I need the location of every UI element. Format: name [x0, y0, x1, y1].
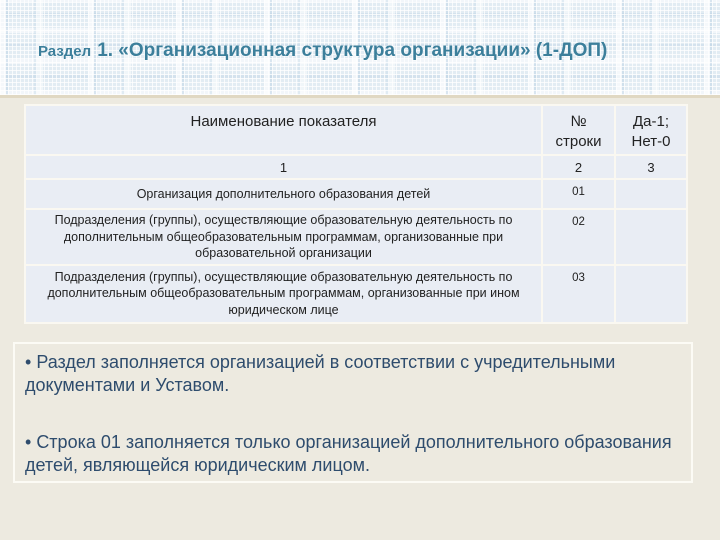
value-cell	[614, 208, 688, 266]
col-header-line-number: № строки	[541, 104, 616, 156]
note-text: Строка 01 заполняется только организацие…	[25, 431, 672, 476]
col-header-indicator-name: Наименование показателя	[24, 104, 543, 156]
table-row: Организация дополнительного образования …	[24, 178, 688, 210]
value-cell	[614, 178, 688, 210]
page-title: Раздел 1. «Организационная структура орга…	[38, 40, 607, 62]
indicator-table: Наименование показателя № строки Да-1; Н…	[24, 104, 688, 324]
bullet-marker: •	[25, 352, 32, 372]
indicator-name-cell: Подразделения (группы), осуществляющие о…	[24, 208, 543, 266]
line-number-cell: 01	[541, 178, 616, 210]
line-number-cell: 03	[541, 263, 616, 324]
guide-cell-1: 1	[24, 154, 543, 180]
indicator-name-cell: Подразделения (группы), осуществляющие о…	[24, 263, 543, 324]
title-main: 1. «Организационная структура организаци…	[97, 40, 608, 61]
bullet-marker: •	[25, 431, 32, 452]
notes-box: • Раздел заполняется организацией в соотв…	[13, 342, 693, 483]
table-row: Подразделения (группы), осуществляющие о…	[24, 263, 688, 324]
note-item: • Раздел заполняется организацией в соотв…	[25, 351, 679, 398]
col-header-yes-no: Да-1; Нет-0	[614, 104, 688, 156]
note-text: Раздел заполняется организацией в соотве…	[25, 352, 616, 396]
table-guide-row: 1 2 3	[24, 154, 688, 180]
table-row: Подразделения (группы), осуществляющие о…	[24, 208, 688, 266]
indicator-name-cell: Организация дополнительного образования …	[24, 178, 543, 210]
title-band: Раздел 1. «Организационная структура орга…	[0, 0, 720, 98]
table-header-row: Наименование показателя № строки Да-1; Н…	[24, 104, 688, 156]
title-prefix: Раздел	[38, 43, 92, 60]
line-number-cell: 02	[541, 208, 616, 266]
value-cell	[614, 263, 688, 324]
guide-cell-2: 2	[541, 154, 616, 180]
guide-cell-3: 3	[614, 154, 688, 180]
note-item: • Строка 01 заполняется только организаци…	[25, 431, 679, 478]
